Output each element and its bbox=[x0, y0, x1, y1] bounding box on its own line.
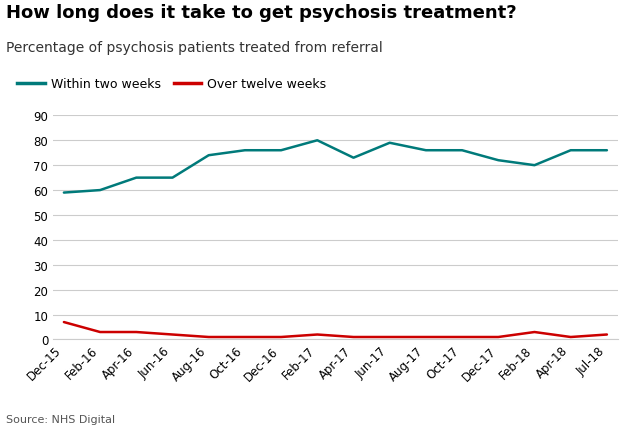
Text: Percentage of psychosis patients treated from referral: Percentage of psychosis patients treated… bbox=[6, 41, 383, 55]
Text: B: B bbox=[534, 407, 543, 421]
Text: Source: NHS Digital: Source: NHS Digital bbox=[6, 414, 115, 424]
Legend: Within two weeks, Over twelve weeks: Within two weeks, Over twelve weeks bbox=[12, 73, 331, 96]
Text: B: B bbox=[490, 407, 499, 421]
Text: C: C bbox=[577, 407, 587, 421]
Text: How long does it take to get psychosis treatment?: How long does it take to get psychosis t… bbox=[6, 4, 517, 22]
